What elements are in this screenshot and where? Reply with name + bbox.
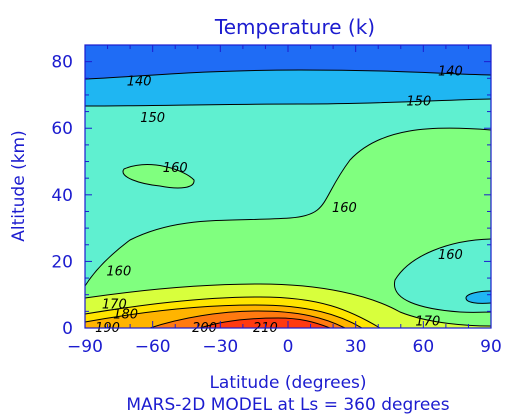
- x-axis-label: Latitude (degrees): [209, 373, 366, 393]
- contour-label-160: 160: [106, 264, 131, 279]
- contour-label-160: 160: [438, 248, 463, 263]
- contour-lines: [84, 69, 492, 329]
- band-140-150-right: [466, 291, 491, 304]
- axis-ticks: −90 −60 −30 0 30 60 90 0 20 40 60 80: [51, 44, 502, 357]
- contour-label-140: 140: [438, 65, 463, 80]
- x-tick-label: 90: [480, 337, 502, 357]
- y-tick-label: 0: [62, 319, 73, 339]
- contour-fill: [85, 45, 491, 328]
- band-below-140: [85, 45, 491, 79]
- y-tick-label: 40: [51, 186, 73, 206]
- x-tick-label: −30: [202, 337, 238, 357]
- contour-label-180: 180: [113, 308, 138, 323]
- chart-subtitle: MARS-2D MODEL at Ls = 360 degrees: [126, 395, 449, 415]
- contour-label-140: 140: [127, 75, 152, 90]
- x-tick-label: 30: [345, 337, 367, 357]
- x-tick-label: −60: [135, 337, 171, 357]
- y-axis-label: Altitude (km): [9, 130, 29, 242]
- x-tick-label: 60: [413, 337, 435, 357]
- contour-label-170: 170: [102, 298, 127, 313]
- contour-label-150: 150: [140, 111, 165, 126]
- band-150-160: [85, 99, 491, 286]
- chart-title: Temperature (k): [214, 15, 375, 39]
- y-tick-label: 60: [51, 119, 73, 139]
- contour-label-160: 160: [332, 201, 357, 216]
- x-tick-label: −90: [67, 337, 103, 357]
- band-above-210: [200, 318, 330, 328]
- contour-label-160: 160: [163, 161, 188, 176]
- x-tick-label: 0: [283, 337, 294, 357]
- contour-label-170: 170: [415, 314, 440, 329]
- y-tick-label: 80: [51, 53, 73, 73]
- contour-label-150: 150: [406, 95, 431, 110]
- band-150-160-right: [394, 239, 491, 313]
- y-tick-label: 20: [51, 252, 73, 272]
- band-140-150: [85, 70, 491, 106]
